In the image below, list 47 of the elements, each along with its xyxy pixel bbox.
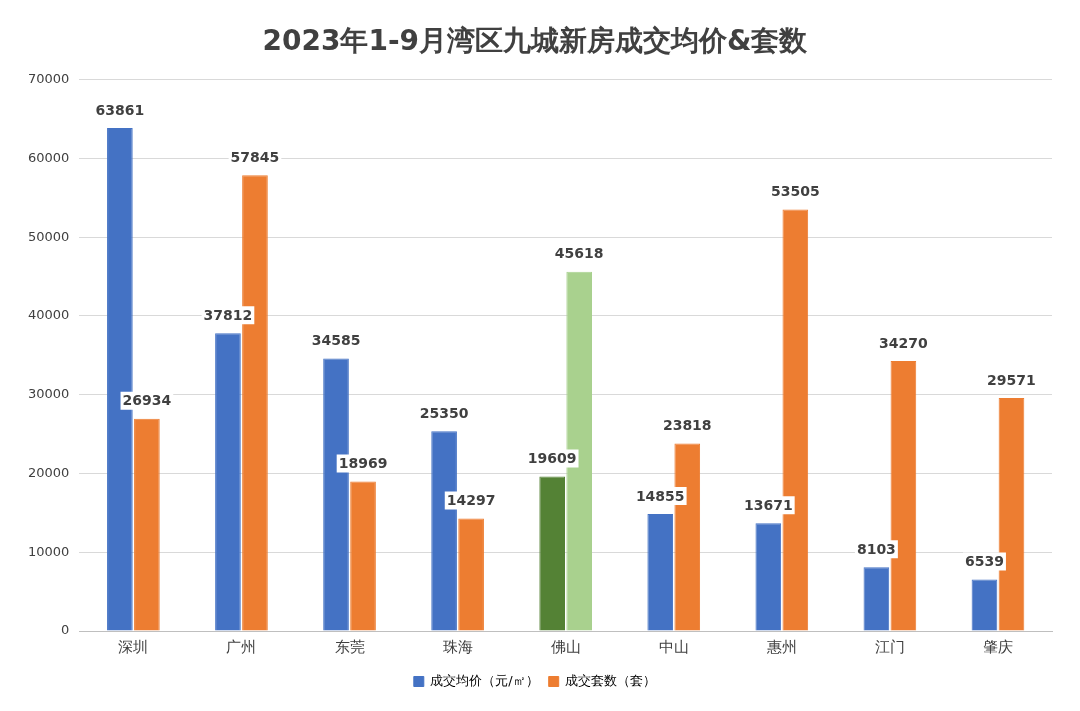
x-tick-label: 惠州 <box>765 637 797 656</box>
bar <box>971 579 998 631</box>
data-label: 45618 <box>554 245 604 262</box>
bar <box>350 481 376 631</box>
data-label: 53505 <box>770 183 820 200</box>
data-label: 34270 <box>879 334 929 351</box>
data-label: 26934 <box>122 392 172 409</box>
data-label: 57845 <box>230 148 280 165</box>
x-tick-label: 深圳 <box>118 637 149 656</box>
x-tick-label: 肇庆 <box>982 637 1013 656</box>
data-label: 37812 <box>203 306 253 323</box>
bar <box>458 518 484 631</box>
x-tick-label: 东莞 <box>334 637 365 656</box>
data-label: 19609 <box>527 450 577 467</box>
y-tick-label: 60000 <box>28 149 70 165</box>
legend-label: 成交套数（套） <box>565 672 657 688</box>
data-label: 34585 <box>311 332 361 349</box>
chart-title: 2023年1-9月湾区九城新房成交均价&套数 <box>262 24 809 58</box>
x-tick-label: 佛山 <box>550 637 581 656</box>
bar <box>134 418 160 631</box>
bar <box>863 567 890 631</box>
data-label: 13671 <box>743 496 793 513</box>
data-label: 8103 <box>856 540 896 557</box>
data-label: 23818 <box>662 417 712 434</box>
bar <box>215 333 241 631</box>
y-tick-label: 20000 <box>28 464 70 480</box>
y-tick-label: 40000 <box>28 307 70 323</box>
data-label: 18969 <box>338 455 388 472</box>
x-tick-label: 中山 <box>658 637 689 656</box>
x-tick-label: 江门 <box>874 637 905 656</box>
y-tick-label: 0 <box>61 622 70 638</box>
y-tick-label: 10000 <box>28 543 70 559</box>
bar <box>647 513 674 631</box>
y-tick-label: 50000 <box>28 228 70 244</box>
bar <box>755 523 782 631</box>
data-label: 29571 <box>987 371 1036 388</box>
data-label: 25350 <box>419 404 469 421</box>
x-tick-label: 广州 <box>226 637 257 656</box>
bar <box>539 476 565 631</box>
x-tick-label: 珠海 <box>442 637 473 656</box>
y-tick-label: 30000 <box>28 386 70 402</box>
data-label: 14855 <box>635 487 685 504</box>
data-label: 63861 <box>95 101 145 118</box>
legend-label: 成交均价（元/㎡） <box>430 672 539 688</box>
data-label: 14297 <box>446 492 496 509</box>
data-label: 6539 <box>964 553 1004 570</box>
y-tick-label: 70000 <box>28 70 70 86</box>
